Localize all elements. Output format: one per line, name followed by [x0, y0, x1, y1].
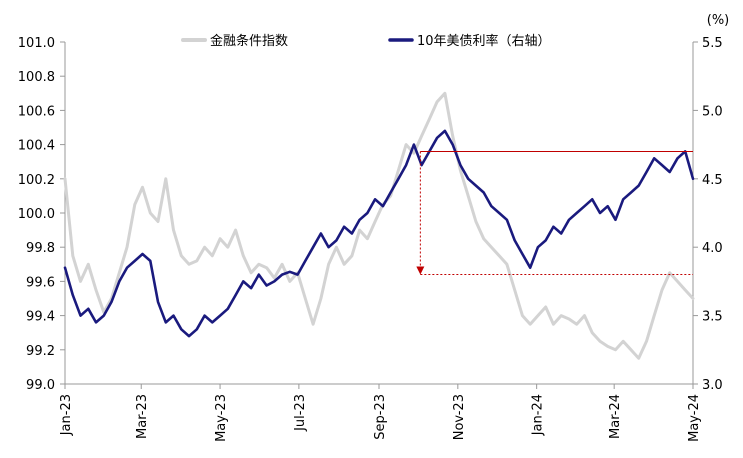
series-line-us10y [63, 129, 695, 338]
series-line-financial-conditions [63, 91, 695, 360]
annotations [416, 150, 693, 276]
right-tick-label: 5.0 [702, 104, 723, 119]
x-tick-label: Mar-23 [135, 394, 150, 439]
x-tick-label: Jan-24 [531, 394, 546, 436]
right-tick-label: 5.5 [702, 36, 723, 51]
left-tick-label: 100.4 [18, 139, 55, 154]
left-tick-label: 99.2 [26, 344, 55, 359]
x-tick-label: Jan-23 [59, 394, 74, 436]
legend: 金融条件指数 10年美债利率（右轴） [181, 33, 551, 49]
right-tick-label: 3.5 [702, 310, 723, 325]
x-tick-label: Sep-23 [373, 394, 388, 440]
x-tick-label: Nov-23 [452, 394, 467, 440]
left-tick-label: 99.0 [26, 378, 55, 393]
right-tick-label: 4.0 [702, 241, 723, 256]
right-tick-label: 3.0 [702, 378, 723, 393]
x-tick-label: Mar-24 [608, 394, 623, 439]
left-tick-label: 100.0 [18, 207, 55, 222]
axes: 99.0 99.2 99.4 99.6 99.8 100.0 100.2 100.4 100.6… [18, 13, 729, 442]
series-lines [63, 91, 695, 360]
x-tick-label: Jul-23 [293, 394, 308, 432]
left-tick-label: 99.6 [26, 275, 55, 290]
left-tick-label: 100.6 [18, 104, 55, 119]
left-tick-label: 100.8 [18, 70, 55, 85]
left-tick-label: 99.4 [26, 310, 55, 325]
x-tick-label: May-24 [687, 394, 702, 442]
left-tick-label: 100.2 [18, 173, 55, 188]
right-axis-unit: (%) [707, 13, 730, 28]
x-tick-label: May-23 [214, 394, 229, 442]
legend-label: 金融条件指数 [210, 33, 288, 49]
right-tick-label: 4.5 [702, 173, 723, 188]
legend-label: 10年美债利率（右轴） [417, 33, 551, 49]
left-tick-label: 99.8 [26, 241, 55, 256]
left-tick-label: 101.0 [18, 36, 55, 51]
